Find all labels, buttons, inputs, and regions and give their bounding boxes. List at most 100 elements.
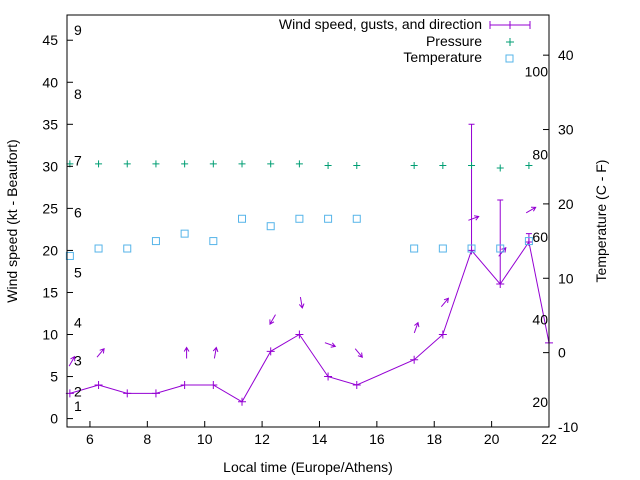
y-tick-label-left: 5 <box>50 369 58 385</box>
wind-direction-arrow <box>468 215 480 221</box>
y-axis-label-left: Wind speed (kt - Beaufort) <box>4 139 20 302</box>
wind-speed-line <box>69 240 550 403</box>
x-tick-label: 6 <box>86 431 94 447</box>
wind-direction-arrow <box>96 347 105 358</box>
wind-direction-arrow <box>212 346 219 359</box>
beaufort-label: 9 <box>74 22 82 38</box>
pressure-point <box>152 160 160 168</box>
pressure-point <box>496 164 504 172</box>
pressure-point <box>525 162 533 170</box>
beaufort-label: 3 <box>74 353 82 369</box>
pressure-point <box>324 162 332 170</box>
temperature-point <box>94 244 103 253</box>
fahrenheit-label: 60 <box>532 229 548 245</box>
pressure-point <box>181 160 189 168</box>
temperature-point <box>438 244 447 253</box>
legend: Wind speed, gusts, and direction Pressur… <box>279 16 531 65</box>
temperature-point <box>209 237 218 246</box>
temperature-point <box>410 244 419 253</box>
temperature-point <box>496 244 505 253</box>
legend-key-temperature <box>505 54 514 63</box>
y-tick-label-left: 25 <box>42 200 58 216</box>
pressure-point <box>209 160 217 168</box>
y-tick-label-right: 0 <box>558 345 566 361</box>
wind-gust-bar <box>468 123 475 251</box>
wind-direction-arrow <box>298 297 305 309</box>
x-tick-label: 8 <box>143 431 151 447</box>
wind-speed-point <box>180 380 189 389</box>
legend-label-temperature: Temperature <box>403 49 482 65</box>
y-tick-label-right: 20 <box>558 196 574 212</box>
y-axis-label-right: Temperature (C - F) <box>593 160 609 283</box>
y-tick-label-left: 30 <box>42 158 58 174</box>
pressure-point <box>267 160 275 168</box>
beaufort-label: 6 <box>74 205 82 221</box>
temperature-point <box>352 214 361 223</box>
pressure-point <box>353 162 361 170</box>
wind-direction-arrow <box>269 314 276 325</box>
wind-speed-point <box>324 372 333 381</box>
beaufort-label: 2 <box>74 384 82 400</box>
beaufort-label: 1 <box>74 398 82 414</box>
wind-gust-bar <box>497 199 504 285</box>
wind-direction-arrow <box>413 321 420 334</box>
y-tick-label-right: 10 <box>558 270 574 286</box>
wind-direction-arrow <box>354 348 363 358</box>
temperature-point <box>180 229 189 238</box>
wind-direction-arrow <box>68 355 76 367</box>
temperature-point <box>266 222 275 231</box>
plot-frame <box>66 14 550 428</box>
beaufort-label: 8 <box>74 86 82 102</box>
y-tick-label-left: 0 <box>50 411 58 427</box>
x-tick-label: 16 <box>369 431 385 447</box>
wind-speed-point <box>295 330 304 339</box>
fahrenheit-label: 40 <box>532 312 548 328</box>
temperature-point <box>238 214 247 223</box>
wind-direction-arrow <box>440 297 450 308</box>
fahrenheit-label: 80 <box>532 146 548 162</box>
pressure-point <box>410 162 418 170</box>
fahrenheit-label: 100 <box>525 64 549 80</box>
wind-speed-point <box>151 389 160 398</box>
x-tick-label: 20 <box>484 431 500 447</box>
temperature-point <box>467 244 476 253</box>
y-tick-label-right: 40 <box>558 47 574 63</box>
x-tick-label: 10 <box>197 431 213 447</box>
y-tick-label-left: 35 <box>42 116 58 132</box>
wind-speed-point <box>238 397 247 406</box>
temperature-point <box>324 214 333 223</box>
x-tick-label: 14 <box>312 431 328 447</box>
temperature-point <box>123 244 132 253</box>
beaufort-label: 5 <box>74 264 82 280</box>
x-tick-label: 12 <box>254 431 270 447</box>
x-tick-label: 18 <box>426 431 442 447</box>
y-tick-label-right: -10 <box>558 419 578 435</box>
y-tick-label-left: 15 <box>42 284 58 300</box>
y-tick-label-right: 30 <box>558 122 574 138</box>
wind-direction-arrow <box>324 342 337 348</box>
y-tick-label-left: 40 <box>42 74 58 90</box>
y-tick-label-left: 10 <box>42 327 58 343</box>
wind-speed-point <box>123 389 132 398</box>
pressure-point <box>123 160 131 168</box>
pressure-point <box>95 160 103 168</box>
wind-speed-point <box>438 330 447 339</box>
y-tick-label-left: 45 <box>42 32 58 48</box>
legend-key-pressure <box>506 38 514 46</box>
pressure-point <box>439 162 447 170</box>
temperature-point <box>151 237 160 246</box>
pressure-point <box>238 160 246 168</box>
pressure-point <box>468 162 476 170</box>
wind-speed-point <box>209 380 218 389</box>
legend-key-wind <box>489 21 531 29</box>
wind-speed-point <box>410 355 419 364</box>
legend-label-pressure: Pressure <box>426 33 482 49</box>
y-tick-label-left: 20 <box>42 242 58 258</box>
x-tick-label: 22 <box>541 431 557 447</box>
x-axis-label: Local time (Europe/Athens) <box>223 459 393 475</box>
wind-speed-point <box>266 347 275 356</box>
fahrenheit-label: 20 <box>532 394 548 410</box>
wind-speed-point <box>94 380 103 389</box>
temperature-point <box>295 214 304 223</box>
